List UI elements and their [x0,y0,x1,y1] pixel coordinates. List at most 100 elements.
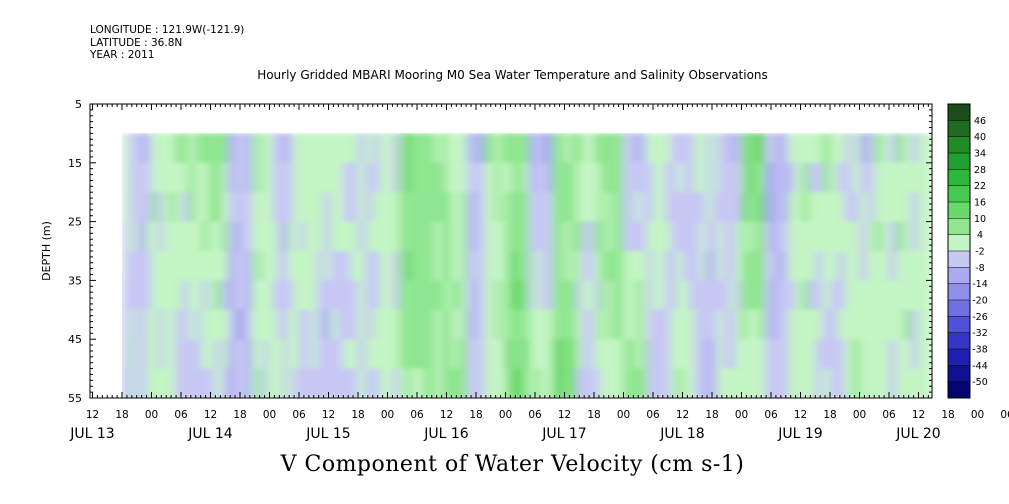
heatmap-cell [605,162,613,193]
heatmap-cell [881,162,890,193]
heatmap-cell [558,221,566,252]
heatmap-cell [175,339,183,370]
heatmap-cell [365,192,374,223]
colorbar-swatch [948,169,970,187]
heatmap-cell [136,221,142,252]
heatmap-cell [181,251,189,281]
heatmap-cell [924,192,932,223]
heatmap-cell [379,309,387,340]
heatmap-cell [582,192,589,223]
heatmap-cell [282,368,289,398]
heatmap-cell [214,221,223,252]
heatmap-cell [837,280,846,311]
heatmap-cell [647,309,654,340]
heatmap-cell [130,192,137,223]
heatmap-cell [844,368,853,398]
heatmap-cell [277,368,284,398]
heatmap-cell [392,339,400,370]
heatmap-cell [462,251,468,281]
heatmap-cell [462,133,468,164]
y-tick-label: 15 [68,157,82,170]
heatmap-cell [859,221,868,252]
heatmap-cell [576,162,583,193]
heatmap-cell [599,251,607,281]
heatmap-cell [594,309,601,340]
heatmap-cell [808,368,816,398]
heatmap-cell [653,309,660,340]
heatmap-cell [228,280,235,311]
heatmap-cell [310,280,318,311]
heatmap-cell [771,368,778,398]
heatmap-cell [729,221,737,252]
heatmap-cell [729,162,737,193]
heatmap-cell [517,162,524,193]
heatmap-cell [570,309,577,340]
heatmap-cell [181,221,189,252]
heatmap-cell [903,162,912,193]
heatmap-cell [910,368,919,398]
heatmap-cell [623,192,630,223]
heatmap-cell [484,339,491,370]
heatmap-cell [808,192,816,223]
heatmap-cell [529,251,536,281]
heatmap-cell [889,339,897,370]
heatmap-cell [523,221,530,252]
heatmap-cell [564,368,571,398]
heatmap-cell [706,309,713,340]
heatmap-cell [234,280,241,311]
heatmap-cell [422,162,430,193]
heatmap-cell [330,251,338,281]
heatmap-cell [467,280,473,311]
heatmap-cell [484,309,491,340]
heatmap-cell [881,133,890,164]
heatmap-cell [484,280,491,311]
heatmap-cell [765,280,772,311]
colorbar-label: -50 [972,377,988,388]
heatmap-cell [399,162,406,193]
heatmap-cell [641,162,648,193]
heatmap-cell [272,221,279,252]
y-tick-label: 55 [68,392,82,405]
heatmap-cell [293,192,300,223]
heatmap-cell [221,133,229,164]
heatmap-cell [146,280,153,311]
heatmap-cell [399,339,406,370]
colorbar-swatch [948,349,970,366]
heatmap-cell [146,162,153,193]
heatmap-cell [881,280,890,311]
heatmap-cell [365,368,374,398]
heatmap-cell [676,280,684,311]
heatmap-cell [417,221,424,252]
heatmap-cell [795,133,803,164]
heatmap-cell [540,133,548,164]
heatmap-cell [330,162,338,193]
heatmap-cell [293,251,300,281]
x-tick-label: 18 [941,409,954,421]
heatmap-cell [146,192,153,223]
heatmap-cell [282,133,289,164]
heatmap-cell [517,221,524,252]
heatmap-cell [262,280,268,311]
heatmap-cell [287,133,294,164]
heatmap-cell [386,339,394,370]
heatmap-cell [523,339,530,370]
heatmap-cell [480,133,486,164]
heatmap-cell [277,280,284,311]
heatmap-cell [405,133,412,164]
heatmap-cell [304,133,312,164]
heatmap-cell [336,133,344,164]
heatmap-cell [706,368,713,398]
heatmap-cell [866,309,875,340]
heatmap-cell [570,162,577,193]
heatmap-cell [310,339,318,370]
heatmap-cell [910,339,919,370]
heatmap-cell [188,251,196,281]
heatmap-cell [570,339,577,370]
heatmap-cell [505,280,512,311]
heatmap-cell [859,192,868,223]
heatmap-cell [903,251,912,281]
heatmap-cell [467,368,473,398]
heatmap-cell [343,368,352,398]
heatmap-cell [323,133,331,164]
heatmap-cell [343,133,352,164]
